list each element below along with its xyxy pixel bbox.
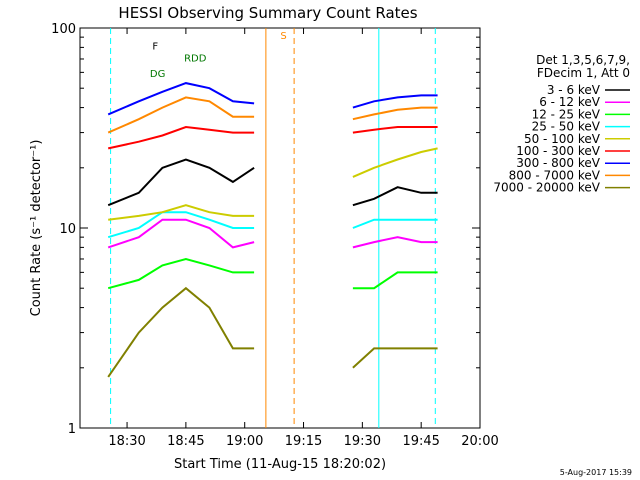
x-tick-label-6: 20:00 — [461, 434, 498, 449]
y-axis-ticks: 1 10 100 — [51, 22, 480, 437]
x-axis-label: Start Time (11-Aug-15 18:20:02) — [174, 457, 386, 472]
series-line-1-0 — [107, 218, 255, 249]
x-tick-label-2: 19:00 — [226, 434, 263, 449]
x-tick-label-4: 19:30 — [344, 434, 381, 449]
series-line-4-1 — [352, 147, 438, 178]
annotations: F RDD DG S — [150, 31, 287, 80]
y-tick-label-2: 100 — [51, 22, 76, 37]
annotation-3: S — [280, 31, 286, 42]
legend-header-1: Det 1,3,5,6,7,9, — [536, 53, 630, 67]
legend-label-0: 3 - 6 keV — [547, 83, 601, 97]
legend-label-2: 12 - 25 keV — [532, 107, 601, 121]
x-tick-label-0: 18:30 — [108, 434, 145, 449]
series-line-0-1 — [352, 186, 438, 207]
x-tick-label-3: 19:15 — [285, 434, 322, 449]
x-tick-label-1: 18:45 — [167, 434, 204, 449]
series-layer — [107, 82, 438, 378]
series-line-4-0 — [108, 204, 255, 221]
annotation-2: DG — [150, 69, 165, 80]
series-line-6-1 — [352, 94, 438, 109]
y-tick-label-1: 10 — [59, 222, 76, 237]
legend-label-1: 6 - 12 keV — [539, 95, 601, 109]
series-line-0-0 — [107, 158, 255, 207]
series-line-8-1 — [352, 347, 438, 369]
chart-title: HESSI Observing Summary Count Rates — [118, 4, 417, 22]
legend-header-2: FDecim 1, Att 0 — [537, 66, 630, 80]
legend: Det 1,3,5,6,7,9, FDecim 1, Att 0 3 - 6 k… — [493, 53, 630, 195]
series-line-7-1 — [352, 106, 438, 121]
legend-label-5: 100 - 300 keV — [516, 144, 600, 158]
series-line-2-1 — [352, 271, 438, 290]
legend-label-6: 300 - 800 keV — [516, 156, 600, 170]
gap-markers — [110, 28, 436, 428]
series-line-5-1 — [352, 126, 438, 134]
series-line-3-1 — [352, 218, 438, 229]
legend-label-3: 25 - 50 keV — [532, 120, 601, 134]
series-line-7-0 — [107, 96, 255, 134]
annotation-0: F — [152, 42, 158, 53]
y-tick-label-0: 1 — [68, 422, 76, 437]
series-line-3-0 — [107, 211, 255, 239]
y-axis-label: Count Rate (s⁻¹ detector⁻¹) — [29, 140, 44, 317]
series-line-1-1 — [352, 236, 438, 249]
legend-label-8: 7000 - 20000 keV — [493, 181, 600, 195]
x-axis-ticks: 18:30 18:45 19:00 19:15 19:30 19:45 20:00 — [108, 28, 499, 449]
series-line-8-0 — [107, 286, 255, 378]
annotation-1: RDD — [184, 53, 207, 64]
x-tick-label-5: 19:45 — [402, 434, 439, 449]
legend-label-7: 800 - 7000 keV — [509, 168, 601, 182]
series-line-6-0 — [107, 82, 255, 116]
series-line-2-0 — [107, 257, 255, 290]
footer-date: 5-Aug-2017 15:39 — [560, 468, 632, 477]
legend-label-4: 50 - 100 keV — [524, 132, 601, 146]
series-line-5-0 — [107, 125, 255, 150]
